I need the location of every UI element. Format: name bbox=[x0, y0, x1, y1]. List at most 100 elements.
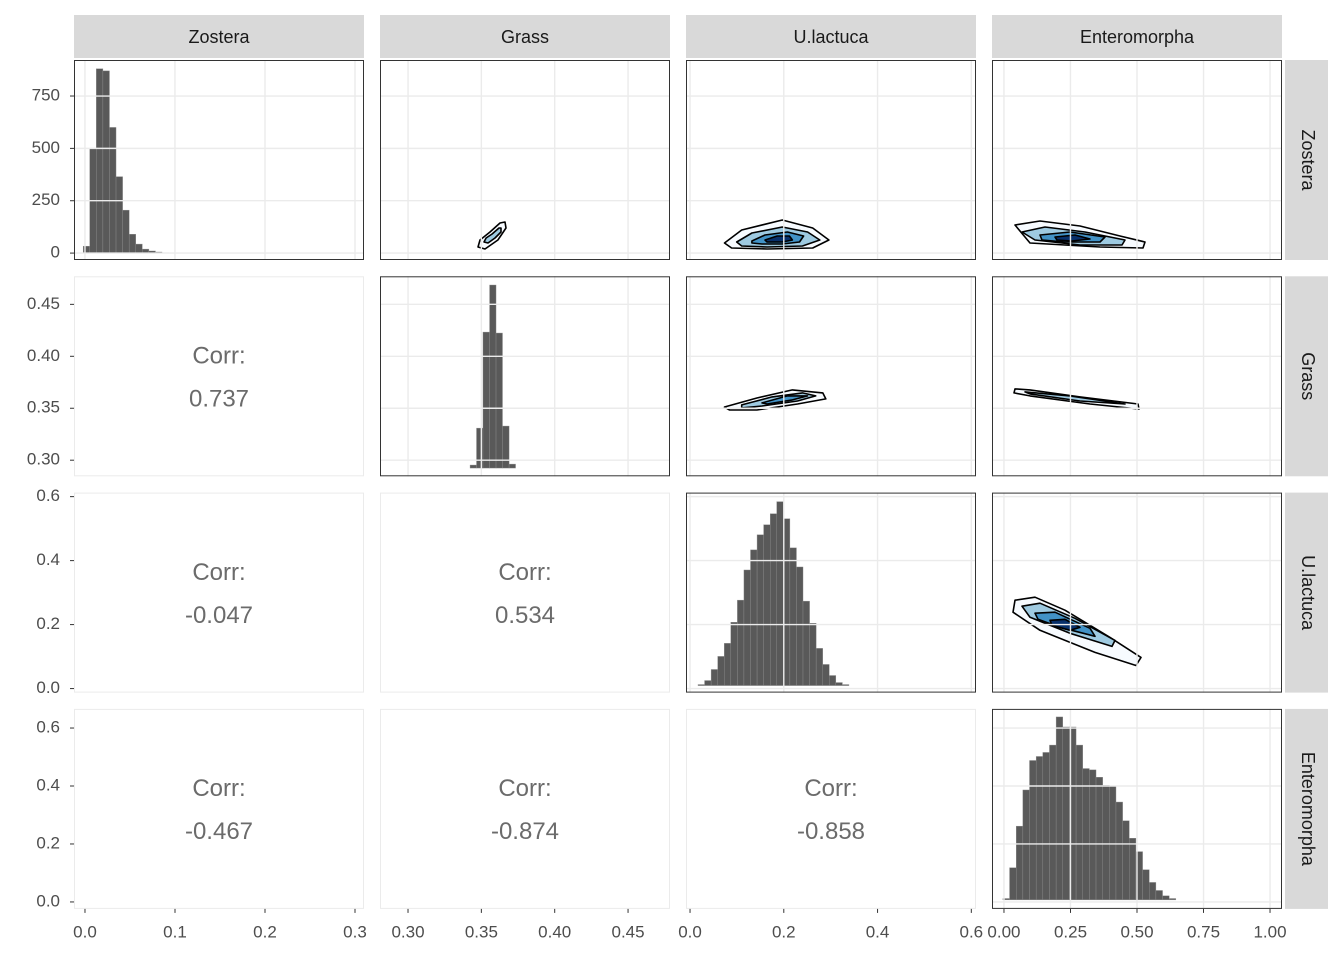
histogram-bar bbox=[743, 569, 751, 686]
panel-border bbox=[74, 60, 364, 260]
panel-border bbox=[686, 708, 976, 909]
histogram-bar bbox=[822, 664, 830, 686]
strip-label: U.lactuca bbox=[1298, 555, 1318, 631]
x-tick-label: 0.30 bbox=[391, 922, 424, 941]
strip bbox=[74, 15, 364, 58]
histogram-bar bbox=[1035, 756, 1044, 901]
density-contour bbox=[1054, 234, 1091, 242]
histogram-bar bbox=[730, 622, 738, 686]
y-tick-label: 0.4 bbox=[36, 550, 60, 569]
histogram-bar bbox=[128, 234, 136, 254]
x-tick-label: 0.2 bbox=[772, 922, 796, 941]
corr-label: Corr: bbox=[804, 775, 857, 802]
histogram-bar bbox=[717, 656, 725, 686]
x-tick-label: 0.00 bbox=[987, 922, 1020, 941]
histogram-bar bbox=[489, 284, 497, 469]
panel-border bbox=[380, 276, 670, 477]
histogram-bar bbox=[724, 643, 732, 686]
y-tick-label: 250 bbox=[32, 190, 60, 209]
histogram-bar bbox=[710, 669, 718, 686]
corr-value: 0.534 bbox=[495, 602, 555, 629]
histogram-bar bbox=[1109, 785, 1117, 901]
histogram-bar bbox=[756, 534, 764, 686]
x-tick-label: 0.35 bbox=[465, 922, 498, 941]
strip bbox=[1285, 276, 1328, 477]
histogram-bar bbox=[1095, 777, 1103, 901]
panel-border bbox=[74, 276, 364, 477]
strip-label: Zostera bbox=[188, 27, 250, 47]
corr-value: -0.874 bbox=[491, 818, 559, 845]
panel-border bbox=[992, 60, 1282, 260]
strip bbox=[686, 15, 976, 58]
histogram-bar bbox=[802, 600, 810, 686]
y-tick-label: 0.0 bbox=[36, 678, 60, 697]
histogram-bar bbox=[1102, 785, 1110, 901]
histogram-bar bbox=[135, 243, 143, 254]
x-tick-label: 0.50 bbox=[1120, 922, 1153, 941]
histogram-bar bbox=[1149, 882, 1157, 901]
x-tick-label: 0.2 bbox=[253, 922, 277, 941]
histogram-bar bbox=[122, 209, 130, 254]
x-tick-label: 0.0 bbox=[73, 922, 97, 941]
y-tick-label: 750 bbox=[32, 86, 60, 105]
histogram-bar bbox=[789, 547, 797, 686]
x-tick-label: 0.25 bbox=[1054, 922, 1087, 941]
histogram-bar bbox=[1062, 726, 1070, 901]
panel-border bbox=[74, 708, 364, 909]
histogram-bar bbox=[1142, 869, 1150, 901]
histogram-bar bbox=[796, 566, 804, 686]
panel bbox=[723, 219, 830, 250]
density-contour bbox=[1024, 391, 1126, 405]
histogram-bar bbox=[829, 675, 837, 686]
histogram-bar bbox=[704, 680, 712, 686]
histogram-bar bbox=[1042, 752, 1050, 901]
histogram-bar bbox=[1155, 890, 1163, 901]
histogram-bar bbox=[102, 70, 110, 254]
strip-label: Grass bbox=[501, 27, 549, 47]
strip-label: U.lactuca bbox=[793, 27, 869, 47]
panel-border bbox=[992, 708, 1282, 909]
histogram-bar bbox=[809, 623, 817, 686]
strip-label: Enteromorpha bbox=[1080, 27, 1195, 47]
histogram-bar bbox=[109, 127, 117, 254]
histogram-bar bbox=[1168, 898, 1177, 901]
corr-value: -0.858 bbox=[797, 818, 865, 845]
x-tick-label: 0.4 bbox=[866, 922, 890, 941]
strip-label: Zostera bbox=[1298, 129, 1318, 191]
histogram-bar bbox=[1049, 744, 1057, 901]
panel-border bbox=[74, 492, 364, 693]
histogram-bar bbox=[769, 513, 777, 686]
histogram-bar bbox=[82, 245, 90, 254]
histogram-bar bbox=[508, 463, 516, 469]
histogram-bar bbox=[502, 425, 510, 469]
histogram-bar bbox=[737, 599, 745, 686]
y-tick-label: 0.35 bbox=[27, 398, 60, 417]
x-tick-label: 1.00 bbox=[1253, 922, 1286, 941]
x-tick-label: 0.0 bbox=[678, 922, 702, 941]
y-tick-label: 0.40 bbox=[27, 346, 60, 365]
x-tick-label: 0.75 bbox=[1187, 922, 1220, 941]
panel-border bbox=[992, 492, 1282, 693]
histogram-bar bbox=[835, 682, 843, 686]
y-tick-label: 0.2 bbox=[36, 833, 60, 852]
corr-label: Corr: bbox=[192, 343, 245, 370]
x-tick-label: 0.40 bbox=[538, 922, 571, 941]
strip bbox=[1285, 492, 1328, 693]
y-tick-label: 0.45 bbox=[27, 294, 60, 313]
x-tick-label: 0.45 bbox=[612, 922, 645, 941]
histogram-bar bbox=[1075, 744, 1083, 901]
y-tick-label: 500 bbox=[32, 138, 60, 157]
strip bbox=[380, 15, 670, 58]
panel bbox=[1013, 388, 1140, 410]
x-tick-label: 0.3 bbox=[343, 922, 367, 941]
density-contour bbox=[764, 235, 794, 243]
histogram-bar bbox=[1029, 760, 1037, 901]
corr-value: -0.047 bbox=[185, 602, 253, 629]
y-tick-label: 0 bbox=[51, 243, 60, 262]
corr-label: Corr: bbox=[498, 559, 551, 586]
histogram-bar bbox=[1162, 895, 1170, 901]
corr-label: Corr: bbox=[498, 775, 551, 802]
